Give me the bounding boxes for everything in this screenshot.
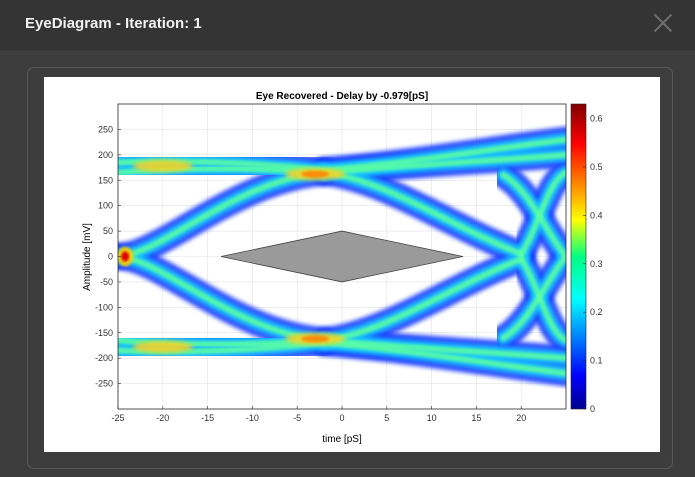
y-tick-label: 100 xyxy=(98,201,113,211)
density-peak xyxy=(121,251,130,262)
x-tick-label: -10 xyxy=(246,413,259,423)
x-tick-label: 20 xyxy=(516,413,526,423)
eye-trace xyxy=(518,256,566,344)
colorbar-tick-label: 0 xyxy=(590,404,595,414)
eye-trace xyxy=(321,169,525,257)
eye-trace xyxy=(118,339,328,355)
eye-trace xyxy=(321,151,566,176)
x-axis: -25 -20 -15 -10 -5 0 5 10 15 20 xyxy=(111,406,526,423)
x-tick-label: 0 xyxy=(339,413,344,423)
density-hotspot xyxy=(301,335,330,343)
eye-mask xyxy=(220,230,464,283)
y-tick-label: 50 xyxy=(103,226,113,236)
eye-trace xyxy=(118,158,328,174)
y-tick-label: -50 xyxy=(100,277,113,287)
x-tick-label: -25 xyxy=(111,413,124,423)
y-tick-label: 0 xyxy=(108,252,113,262)
y-tick-label: 150 xyxy=(98,175,113,185)
y-tick-label: 200 xyxy=(98,150,113,160)
eye-trace xyxy=(321,337,566,362)
colorbar-tick-label: 0.3 xyxy=(590,259,603,269)
density-hotspot xyxy=(132,160,193,173)
colorbar-tick-label: 0.2 xyxy=(590,307,603,317)
eye-trace xyxy=(500,172,566,260)
eye-trace xyxy=(118,169,328,260)
x-tick-label: -15 xyxy=(201,413,214,423)
colorbar-tick-label: 0.6 xyxy=(590,114,603,124)
x-tick-label: 10 xyxy=(427,413,437,423)
x-tick-label: -5 xyxy=(293,413,301,423)
y-tick-label: -200 xyxy=(95,353,113,363)
eye-trace xyxy=(500,253,566,341)
y-tick-label: 250 xyxy=(98,124,113,134)
eye-trace xyxy=(118,253,328,344)
dialog-title: EyeDiagram - Iteration: 1 xyxy=(25,15,202,32)
eye-diagram-chart: Eye Recovered - Delay by -0.979[pS] -25-… xyxy=(82,91,603,445)
x-axis-label: time [pS] xyxy=(322,434,362,445)
y-tick-label: -250 xyxy=(95,379,113,389)
colorbar-tick-label: 0.4 xyxy=(590,210,603,220)
chart-title: Eye Recovered - Delay by -0.979[pS] xyxy=(256,91,428,102)
x-tick-label: 5 xyxy=(384,413,389,423)
x-tick-label: -20 xyxy=(156,413,169,423)
colorbar-tick-label: 0.5 xyxy=(590,162,603,172)
y-tick-label: -100 xyxy=(95,302,113,312)
dialog-titlebar: EyeDiagram - Iteration: 1 xyxy=(0,0,695,50)
y-axis: 250 200 150 100 50 0 -50 -100 -150 -200 -250 xyxy=(95,124,121,389)
eye-trace xyxy=(321,136,566,174)
close-icon[interactable] xyxy=(652,12,674,34)
density-hotspot xyxy=(301,170,330,178)
colorbar-tick-label: 0.1 xyxy=(590,356,603,366)
y-axis-label: Amplitude [mV] xyxy=(82,223,93,291)
colorbar-ticks: 0 0.1 0.2 0.3 0.4 0.5 0.6 xyxy=(583,114,603,414)
figure-area: Eye Recovered - Delay by -0.979[pS] -25-… xyxy=(44,77,660,452)
eye-trace xyxy=(518,169,566,257)
colorbar xyxy=(570,103,587,410)
x-tick-label: 15 xyxy=(471,413,481,423)
eye-trace xyxy=(321,339,566,377)
density-hotspot xyxy=(132,340,193,353)
y-tick-label: -150 xyxy=(95,328,113,338)
eye-trace xyxy=(321,256,525,344)
eye-traces xyxy=(118,126,566,387)
